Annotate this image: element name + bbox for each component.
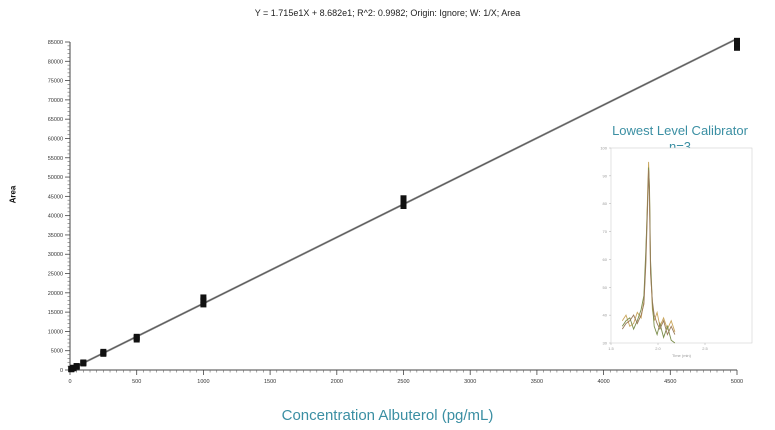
x-tick-label: 2500 (397, 379, 409, 385)
calibration-point (734, 40, 740, 47)
x-tick-label: 1000 (197, 379, 209, 385)
y-tick-label: 40000 (48, 214, 63, 220)
y-tick-label: 0 (60, 368, 63, 374)
x-tick-label: 1500 (264, 379, 276, 385)
inset-y-tick-label: 50 (603, 285, 608, 290)
calibration-point (734, 44, 740, 51)
x-tick-label: 500 (132, 379, 141, 385)
calibration-point (70, 364, 77, 371)
calibration-point (200, 301, 207, 308)
y-tick-label: 85000 (48, 40, 63, 46)
inset-x-tick-label: 2.0 (655, 346, 661, 351)
calibration-point (400, 199, 407, 206)
x-tick-label: 4500 (664, 379, 676, 385)
y-tick-label: 70000 (48, 98, 63, 104)
x-tick-label: 4000 (597, 379, 609, 385)
inset-frame (610, 147, 753, 344)
calibration-point (80, 359, 87, 366)
y-tick-label: 5000 (51, 349, 63, 355)
y-tick-label: 20000 (48, 291, 63, 297)
y-tick-label: 30000 (48, 252, 63, 258)
inset-x-axis-title: Time (min) (672, 353, 692, 358)
x-tick-label: 3000 (464, 379, 476, 385)
y-tick-label: 80000 (48, 59, 63, 65)
inset-y-tick-label: 30 (603, 341, 608, 346)
inset-title: Lowest Level Calibrator (612, 123, 748, 138)
y-tick-label: 15000 (48, 310, 63, 316)
x-tick-label: 3500 (531, 379, 543, 385)
y-tick-label: 65000 (48, 117, 63, 123)
x-tick-label: 2000 (331, 379, 343, 385)
inset-y-tick-label: 40 (603, 313, 608, 318)
chart-title: Y = 1.715e1X + 8.682e1; R^2: 0.9982; Ori… (254, 8, 521, 18)
y-tick-label: 75000 (48, 79, 63, 85)
calibration-point (133, 333, 140, 340)
inset-y-tick-label: 100 (600, 146, 607, 151)
inset-x-tick-label: 2.5 (702, 346, 708, 351)
y-tick-label: 45000 (48, 194, 63, 200)
y-tick-label: 10000 (48, 329, 63, 335)
y-tick-label: 25000 (48, 272, 63, 278)
y-tick-label: 50000 (48, 175, 63, 181)
calibration-point (73, 363, 80, 370)
calibration-point (734, 37, 740, 44)
calibration-point (100, 348, 107, 355)
inset-y-tick-label: 60 (603, 257, 608, 262)
inset-y-tick-label: 70 (603, 229, 608, 234)
calibration-point (200, 294, 207, 301)
calibration-point (400, 203, 407, 209)
y-tick-label: 60000 (48, 136, 63, 142)
calibration-point (400, 195, 407, 202)
y-tick-label: 35000 (48, 233, 63, 239)
y-tick-label: 55000 (48, 156, 63, 162)
x-tick-label: 0 (68, 379, 71, 385)
x-tick-label: 5000 (731, 379, 743, 385)
chromatogram-trace (621, 170, 676, 336)
inset-x-tick-label: 1.5 (608, 346, 614, 351)
inset-y-tick-label: 90 (603, 173, 608, 178)
inset-y-tick-label: 80 (603, 201, 608, 206)
x-axis-title: Concentration Albuterol (pg/mL) (281, 407, 494, 424)
calibration-point (200, 297, 207, 304)
